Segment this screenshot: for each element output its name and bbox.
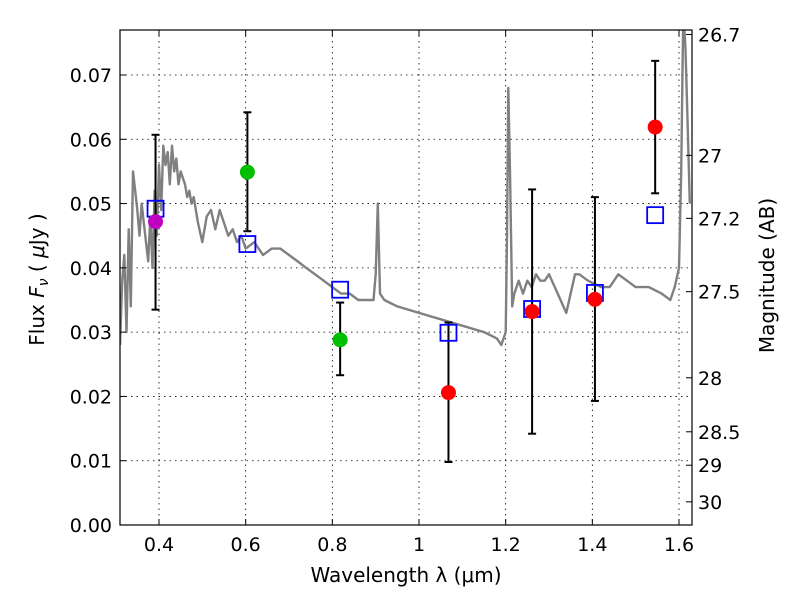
y-tick-label: 0.04 xyxy=(70,258,112,280)
grid xyxy=(120,30,692,526)
y-tick-label: 0.02 xyxy=(70,386,112,408)
ticks-layer: 0.4 0.6 0.8 1 1.2 1.4 1.6 0.00 0.01 0.02 0.03 0.04 0… xyxy=(70,25,741,557)
plot-frame xyxy=(119,29,693,526)
sed-template-layer xyxy=(120,30,691,347)
y-axis-label-unit: Jy ) xyxy=(25,213,49,247)
x-tick-label: 0.8 xyxy=(317,534,347,556)
x-tick-label: 1.6 xyxy=(664,534,694,556)
y-tick-label: 0.00 xyxy=(70,515,112,537)
y-axis-label: Flux Fν ( μJy ) xyxy=(25,213,52,345)
observed-point xyxy=(587,291,603,307)
model-point xyxy=(238,235,257,253)
observed-points-layer xyxy=(148,119,663,401)
model-point xyxy=(646,206,665,225)
y2-tick-label: 27.5 xyxy=(698,282,740,304)
y-tick-label: 0.07 xyxy=(70,65,112,87)
observed-point xyxy=(148,214,164,230)
y-axis-label-open: ( xyxy=(25,258,49,279)
y-tick-label: 0.05 xyxy=(70,194,112,216)
y2-tick-label: 28 xyxy=(698,368,722,390)
y-axis-label-subscript: ν xyxy=(36,278,52,286)
observed-point xyxy=(440,385,456,401)
x-axis-label: Wavelength λ (μm) xyxy=(310,563,501,587)
y2-tick-label: 27 xyxy=(698,145,722,167)
observed-point xyxy=(332,332,348,348)
x-tick-label: 1.2 xyxy=(491,534,521,556)
y2-tick-label: 27.2 xyxy=(698,208,740,230)
secondary-y-axis-label: Magnitude (AB) xyxy=(755,198,779,353)
y2-tick-label: 26.7 xyxy=(698,25,740,47)
sed-template-line xyxy=(120,30,691,347)
y-tick-label: 0.03 xyxy=(70,322,112,344)
x-tick-label: 1 xyxy=(413,534,425,556)
x-tick-label: 1.4 xyxy=(577,534,607,556)
y-axis-label-prefix: Flux xyxy=(25,298,49,346)
observed-point xyxy=(524,304,540,320)
y-tick-label: 0.01 xyxy=(70,451,112,473)
y2-tick-label: 29 xyxy=(698,455,722,477)
x-tick-label: 0.6 xyxy=(231,534,261,556)
observed-point xyxy=(239,164,255,180)
model-points-layer xyxy=(146,199,665,342)
error-bars-layer xyxy=(151,59,660,463)
y2-tick-label: 30 xyxy=(698,492,722,514)
x-tick-label: 0.4 xyxy=(144,534,174,556)
y-axis-label-symbol: F xyxy=(25,286,49,298)
observed-point xyxy=(647,119,663,135)
y2-tick-label: 28.5 xyxy=(698,422,740,444)
model-point xyxy=(439,323,458,342)
y-tick-label: 0.06 xyxy=(70,129,112,151)
model-point xyxy=(331,280,350,299)
y-axis-label-mu: μ xyxy=(25,245,49,259)
